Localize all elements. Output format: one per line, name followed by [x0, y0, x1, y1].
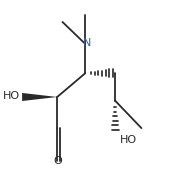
Polygon shape — [22, 93, 57, 101]
Text: O: O — [54, 156, 62, 166]
Text: HO: HO — [3, 91, 20, 101]
Text: N: N — [83, 38, 91, 48]
Text: HO: HO — [120, 135, 138, 145]
